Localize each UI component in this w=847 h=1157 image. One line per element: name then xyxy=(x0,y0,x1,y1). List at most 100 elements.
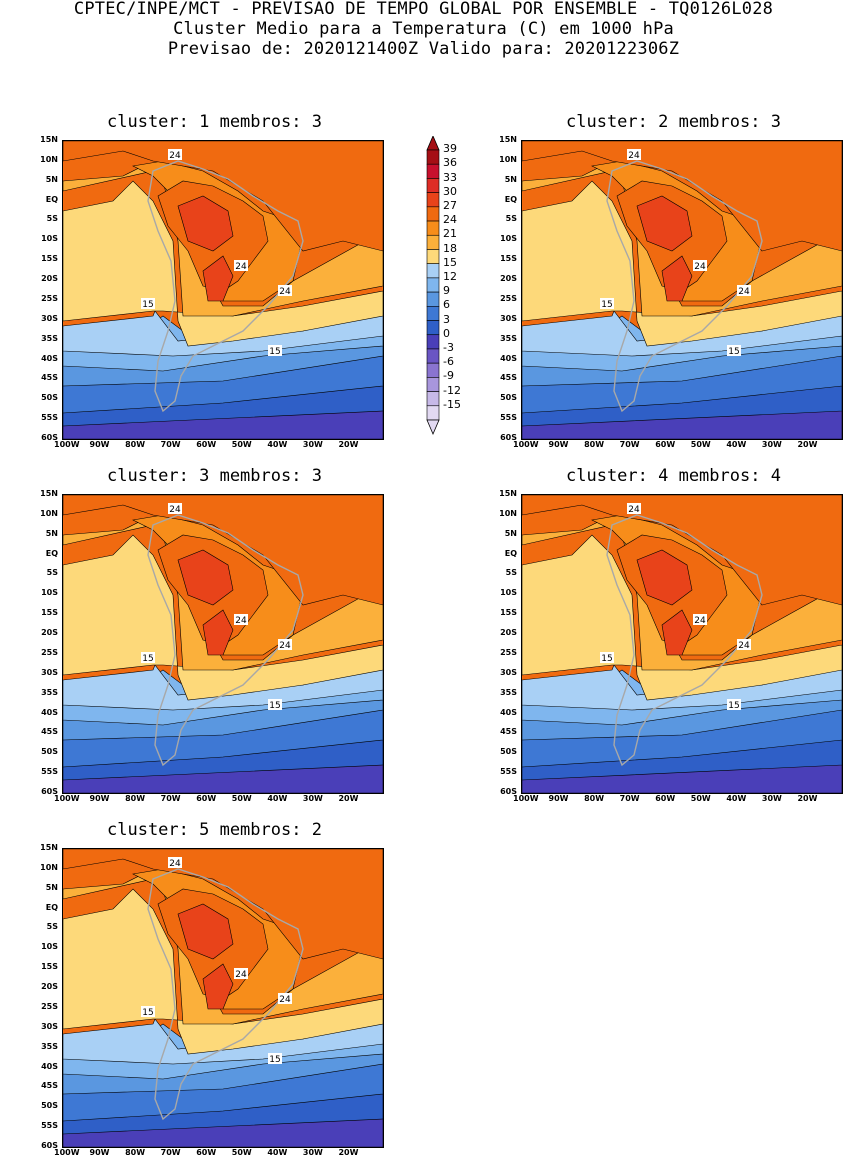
contour-label-text: 15 xyxy=(728,347,739,357)
lon-tick-label: 20W xyxy=(338,440,359,449)
lat-tick-label: 5N xyxy=(45,174,58,184)
contour-label-text: 24 xyxy=(169,505,181,515)
lon-tick-label: 30W xyxy=(302,440,323,449)
contour-label-bg xyxy=(168,149,182,160)
temperature-map-svg: 24 24 24 15 15 xyxy=(522,495,842,793)
lon-tick-label: 40W xyxy=(726,440,747,449)
colorbar-swatch xyxy=(426,320,440,336)
coastline xyxy=(606,160,763,413)
lat-tick-label: 15N xyxy=(499,135,517,144)
lon-tick-label: 30W xyxy=(302,1148,323,1157)
contour-label-bg xyxy=(278,285,292,296)
lat-tick-label: 20S xyxy=(41,274,58,284)
colorbar-swatch xyxy=(426,334,440,350)
panel-title: cluster: 1 membros: 3 xyxy=(107,112,322,132)
contour-label-text: 24 xyxy=(235,970,247,980)
contour-label-bg xyxy=(600,652,614,663)
contour-label-bg xyxy=(278,639,292,650)
colorbar-swatch xyxy=(426,163,440,179)
lon-tick-label: 70W xyxy=(619,440,640,449)
lat-tick-label: EQ xyxy=(504,548,517,558)
lat-tick-label: 30S xyxy=(500,313,517,323)
contour-label-15: 15 xyxy=(268,699,282,711)
lat-tick-label: 45S xyxy=(500,373,517,383)
lon-tick-label: 100W xyxy=(54,1148,80,1157)
contour-label-text: 24 xyxy=(694,262,706,272)
panel-title: cluster: 2 membros: 3 xyxy=(566,112,781,132)
temperature-map-svg: 24 24 24 15 15 xyxy=(63,495,383,793)
colorbar-label: 6 xyxy=(443,298,450,312)
lat-tick-label: 35S xyxy=(500,333,517,343)
lat-tick-label: 10S xyxy=(41,234,58,244)
lat-tick-label: 10N xyxy=(40,508,58,518)
temperature-map-svg: 24 24 24 15 15 xyxy=(63,849,383,1147)
contour-label-text: 15 xyxy=(269,347,280,357)
lon-tick-label: 80W xyxy=(125,794,146,803)
contour-label-text: 15 xyxy=(269,701,280,711)
lon-tick-label: 40W xyxy=(267,1148,288,1157)
contour-label-bg xyxy=(727,345,741,356)
lat-tick-label: 25S xyxy=(500,647,517,657)
temperature-map-svg: 24 24 24 15 15 xyxy=(522,141,842,439)
colorbar-label: -3 xyxy=(443,341,454,355)
lat-tick-label: 50S xyxy=(500,747,517,757)
lat-tick-label: 10N xyxy=(499,154,517,164)
lat-tick-label: 15S xyxy=(41,962,58,972)
lon-tick-label: 30W xyxy=(761,794,782,803)
lon-tick-label: 50W xyxy=(690,794,711,803)
contour-label-15: 15 xyxy=(600,652,614,664)
contour-label-24: 24 xyxy=(168,503,182,515)
contour-label-bg xyxy=(234,614,248,625)
contour-label-text: 15 xyxy=(601,654,612,664)
lat-tick-label: 60S xyxy=(500,433,517,442)
lon-tick-label: 80W xyxy=(584,794,605,803)
lat-tick-label: 25S xyxy=(500,293,517,303)
contour-label-text: 15 xyxy=(269,1055,280,1065)
contour-label-15: 15 xyxy=(141,652,155,664)
lon-tick-label: 60W xyxy=(196,440,217,449)
region-hot-south xyxy=(661,255,693,302)
lon-tick-label: 100W xyxy=(513,440,539,449)
contour-label-bg xyxy=(168,857,182,868)
lat-tick-label: 5S xyxy=(46,568,58,578)
lon-tick-label: 60W xyxy=(196,1148,217,1157)
lon-tick-label: 40W xyxy=(267,794,288,803)
lon-tick-label: 50W xyxy=(231,440,252,449)
lat-tick-label: 15N xyxy=(40,489,58,498)
lat-tick-label: 30S xyxy=(41,667,58,677)
contour-label-bg xyxy=(737,285,751,296)
region-hot-south xyxy=(202,609,234,656)
lat-tick-label: 20S xyxy=(41,628,58,638)
contour-label-bg xyxy=(693,260,707,271)
colorbar-label: 27 xyxy=(443,198,457,212)
contour-label-bg xyxy=(737,639,751,650)
contour-label-24: 24 xyxy=(234,968,248,980)
contour-label-bg xyxy=(693,614,707,625)
lat-tick-label: 60S xyxy=(41,1141,58,1150)
contour-label-text: 24 xyxy=(279,641,291,651)
colorbar-swatch xyxy=(426,306,440,321)
lat-tick-label: 30S xyxy=(41,1021,58,1031)
region-hot-core xyxy=(177,903,234,960)
colorbar-swatch xyxy=(426,391,440,407)
lat-tick-label: 40S xyxy=(41,1061,58,1071)
lat-tick-label: 20S xyxy=(500,628,517,638)
colorbar-swatch xyxy=(426,405,440,421)
colorbar-swatch xyxy=(426,263,440,279)
contour-label-bg xyxy=(141,1006,155,1017)
contour-label-text: 15 xyxy=(142,300,153,310)
colorbar-swatch xyxy=(426,206,440,222)
lat-tick-label: 10N xyxy=(499,508,517,518)
lat-tick-label: 35S xyxy=(41,333,58,343)
colorbar-swatch xyxy=(426,220,440,236)
region-hot-south xyxy=(202,255,234,302)
coastline xyxy=(147,514,304,767)
lat-tick-label: 20S xyxy=(500,274,517,284)
contour-label-24: 24 xyxy=(627,503,641,515)
contour-label-bg xyxy=(234,260,248,271)
contour-label-bg xyxy=(168,503,182,514)
contour-label-text: 24 xyxy=(628,151,640,161)
contour-label-24: 24 xyxy=(168,149,182,161)
region-hot-south xyxy=(661,609,693,656)
lat-tick-label: 50S xyxy=(41,1101,58,1111)
